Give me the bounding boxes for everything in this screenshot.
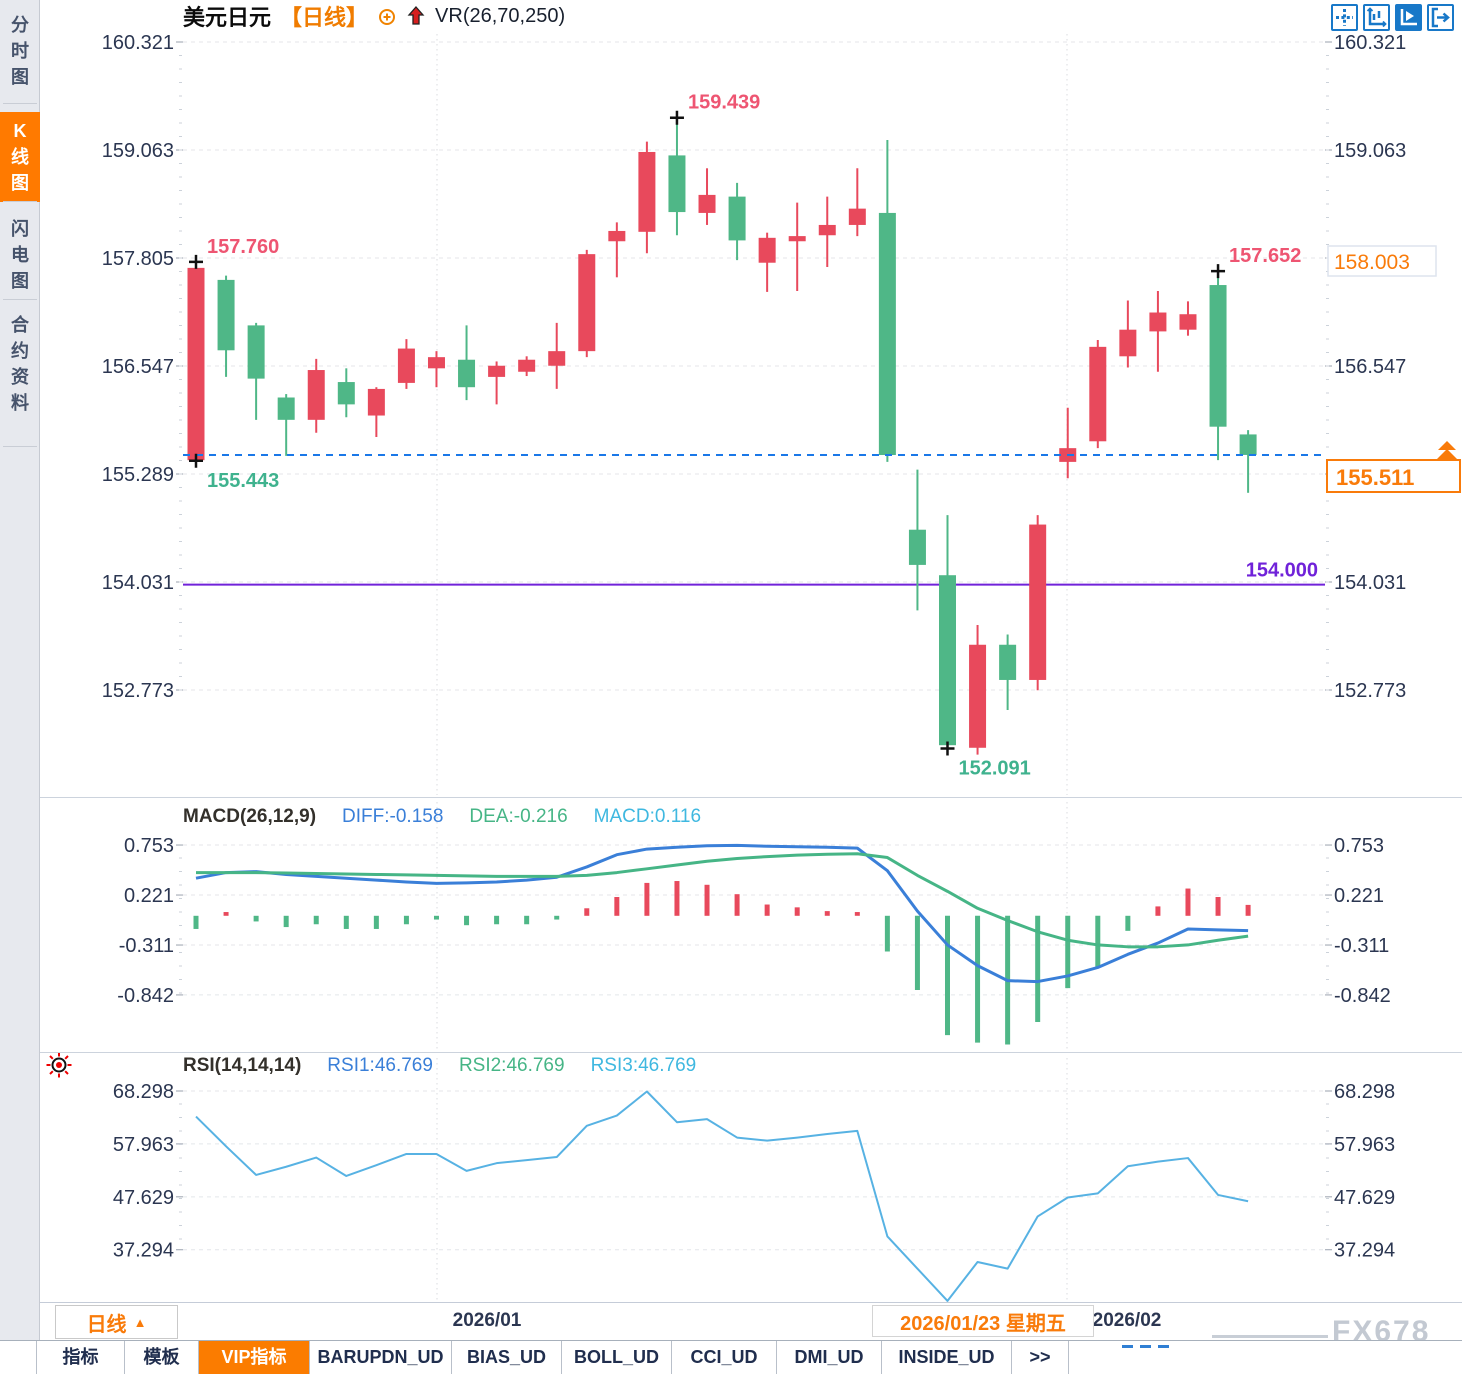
tab-DMI_UD[interactable]: DMI_UD bbox=[777, 1341, 882, 1374]
svg-text:47.629: 47.629 bbox=[1334, 1187, 1395, 1209]
sidebar-item-闪电图[interactable]: 闪电图 bbox=[11, 219, 29, 291]
rsi3-value: RSI3:46.769 bbox=[590, 1055, 697, 1076]
svg-text:157.652: 157.652 bbox=[1229, 245, 1301, 267]
sidebar-separator bbox=[3, 201, 37, 202]
svg-text:47.629: 47.629 bbox=[113, 1187, 174, 1209]
date-tooltip: 2026/01/23 星期五 bbox=[872, 1305, 1094, 1337]
sidebar-separator bbox=[3, 299, 37, 300]
svg-text:-0.842: -0.842 bbox=[1334, 985, 1391, 1007]
panel-separator[interactable] bbox=[40, 797, 1462, 798]
svg-text:155.289: 155.289 bbox=[102, 464, 174, 486]
sidebar-separator bbox=[3, 446, 37, 447]
indicator-tab-bar: 指标 模板 VIP指标 BARUPDN_UD BIAS_UD BOLL_UD CCI_UD D… bbox=[0, 1340, 1462, 1374]
watermark-line bbox=[1212, 1335, 1328, 1338]
tab-CCI_UD[interactable]: CCI_UD bbox=[672, 1341, 777, 1374]
svg-text:-0.311: -0.311 bbox=[1334, 935, 1389, 957]
sidebar-item-合约资料[interactable]: 合约资料 bbox=[11, 315, 29, 413]
period-tag[interactable]: 【日线】 bbox=[280, 5, 369, 30]
time-axis-strip: 日线 ▲ 2026/01 2026/02 2026/01/23 星期五 FX678 bbox=[40, 1302, 1462, 1348]
time-axis-label: 2026/01 bbox=[452, 1310, 522, 1331]
sidebar-item-分时图[interactable]: 分时图 bbox=[11, 15, 29, 87]
pan-crosshair-icon[interactable] bbox=[1331, 4, 1358, 31]
svg-text:57.963: 57.963 bbox=[1334, 1134, 1395, 1156]
svg-text:155.511: 155.511 bbox=[1336, 465, 1414, 490]
collapse-right-icon[interactable] bbox=[1427, 4, 1454, 31]
svg-text:157.760: 157.760 bbox=[207, 236, 279, 258]
svg-text:68.298: 68.298 bbox=[113, 1081, 174, 1103]
svg-text:152.091: 152.091 bbox=[959, 758, 1031, 780]
tab-INSIDE_UD[interactable]: INSIDE_UD bbox=[882, 1341, 1012, 1374]
alert-sun-icon[interactable] bbox=[45, 1051, 73, 1084]
tabbar-corner bbox=[0, 1341, 37, 1374]
axis-scale-icon[interactable] bbox=[1363, 4, 1390, 31]
circle-plus-icon[interactable] bbox=[377, 6, 397, 26]
chart-header: 美元日元 【日线】 VR(26,70,250) bbox=[183, 0, 565, 32]
red-up-arrow-icon bbox=[406, 5, 426, 27]
macd-title[interactable]: MACD(26,12,9) bbox=[183, 806, 317, 827]
svg-text:37.294: 37.294 bbox=[113, 1240, 174, 1262]
rsi-panel-header: RSI(14,14,14) RSI1:46.769 RSI2:46.769 RS… bbox=[183, 1055, 696, 1077]
svg-text:160.321: 160.321 bbox=[102, 32, 174, 54]
tab-指标[interactable]: 指标 bbox=[37, 1341, 125, 1374]
svg-text:-0.842: -0.842 bbox=[117, 985, 174, 1007]
svg-text:154.031: 154.031 bbox=[102, 572, 174, 594]
sidebar-separator bbox=[3, 103, 37, 104]
triangle-up-icon: ▲ bbox=[133, 1314, 147, 1330]
svg-text:57.963: 57.963 bbox=[113, 1134, 174, 1156]
rsi2-value: RSI2:46.769 bbox=[458, 1055, 565, 1076]
svg-text:-0.311: -0.311 bbox=[119, 935, 174, 957]
svg-text:68.298: 68.298 bbox=[1334, 1081, 1395, 1103]
tab->>[interactable]: >> bbox=[1012, 1341, 1069, 1374]
tab-BOLL_UD[interactable]: BOLL_UD bbox=[562, 1341, 672, 1374]
macd-dea-value: DEA:-0.216 bbox=[469, 806, 568, 827]
svg-text:0.221: 0.221 bbox=[124, 885, 174, 907]
tab-VIP指标[interactable]: VIP指标 bbox=[199, 1341, 310, 1374]
rsi-title[interactable]: RSI(14,14,14) bbox=[183, 1055, 302, 1076]
rsi1-value: RSI1:46.769 bbox=[327, 1055, 433, 1076]
svg-text:152.773: 152.773 bbox=[102, 680, 174, 702]
period-selector-label: 日线 bbox=[86, 1313, 127, 1336]
tab-BARUPDN_UD[interactable]: BARUPDN_UD bbox=[310, 1341, 452, 1374]
svg-text:0.753: 0.753 bbox=[124, 835, 174, 857]
macd-panel-header: MACD(26,12,9) DIFF:-0.158 DEA:-0.216 MAC… bbox=[183, 806, 701, 828]
macd-macd-value: MACD:0.116 bbox=[593, 806, 702, 827]
svg-text:159.063: 159.063 bbox=[1334, 140, 1406, 162]
svg-text:37.294: 37.294 bbox=[1334, 1240, 1395, 1262]
svg-text:160.321: 160.321 bbox=[1334, 32, 1406, 54]
scroll-dashes-icon[interactable] bbox=[1122, 1345, 1169, 1348]
svg-text:155.443: 155.443 bbox=[207, 470, 279, 492]
tab-模板[interactable]: 模板 bbox=[125, 1341, 199, 1374]
svg-text:154.000: 154.000 bbox=[1246, 560, 1318, 582]
svg-text:158.003: 158.003 bbox=[1334, 251, 1410, 274]
panel-separator[interactable] bbox=[40, 1052, 1462, 1053]
overlay-indicator-label[interactable]: VR(26,70,250) bbox=[435, 4, 566, 27]
svg-text:154.031: 154.031 bbox=[1334, 572, 1406, 594]
axis-scale-filled-icon[interactable] bbox=[1395, 4, 1422, 31]
svg-text:156.547: 156.547 bbox=[102, 356, 174, 378]
tab-BIAS_UD[interactable]: BIAS_UD bbox=[452, 1341, 562, 1374]
svg-text:157.805: 157.805 bbox=[102, 248, 174, 270]
svg-text:156.547: 156.547 bbox=[1334, 356, 1406, 378]
macd-diff-value: DIFF:-0.158 bbox=[342, 806, 444, 827]
svg-text:0.753: 0.753 bbox=[1334, 835, 1384, 857]
svg-text:0.221: 0.221 bbox=[1334, 885, 1384, 907]
time-axis-label: 2026/02 bbox=[1092, 1310, 1162, 1331]
chart-toolbar bbox=[1331, 4, 1454, 31]
period-selector[interactable]: 日线 ▲ bbox=[55, 1305, 178, 1339]
svg-text:159.439: 159.439 bbox=[688, 92, 760, 114]
symbol-title: 美元日元 bbox=[183, 5, 272, 30]
svg-text:152.773: 152.773 bbox=[1334, 680, 1406, 702]
svg-text:159.063: 159.063 bbox=[102, 140, 174, 162]
